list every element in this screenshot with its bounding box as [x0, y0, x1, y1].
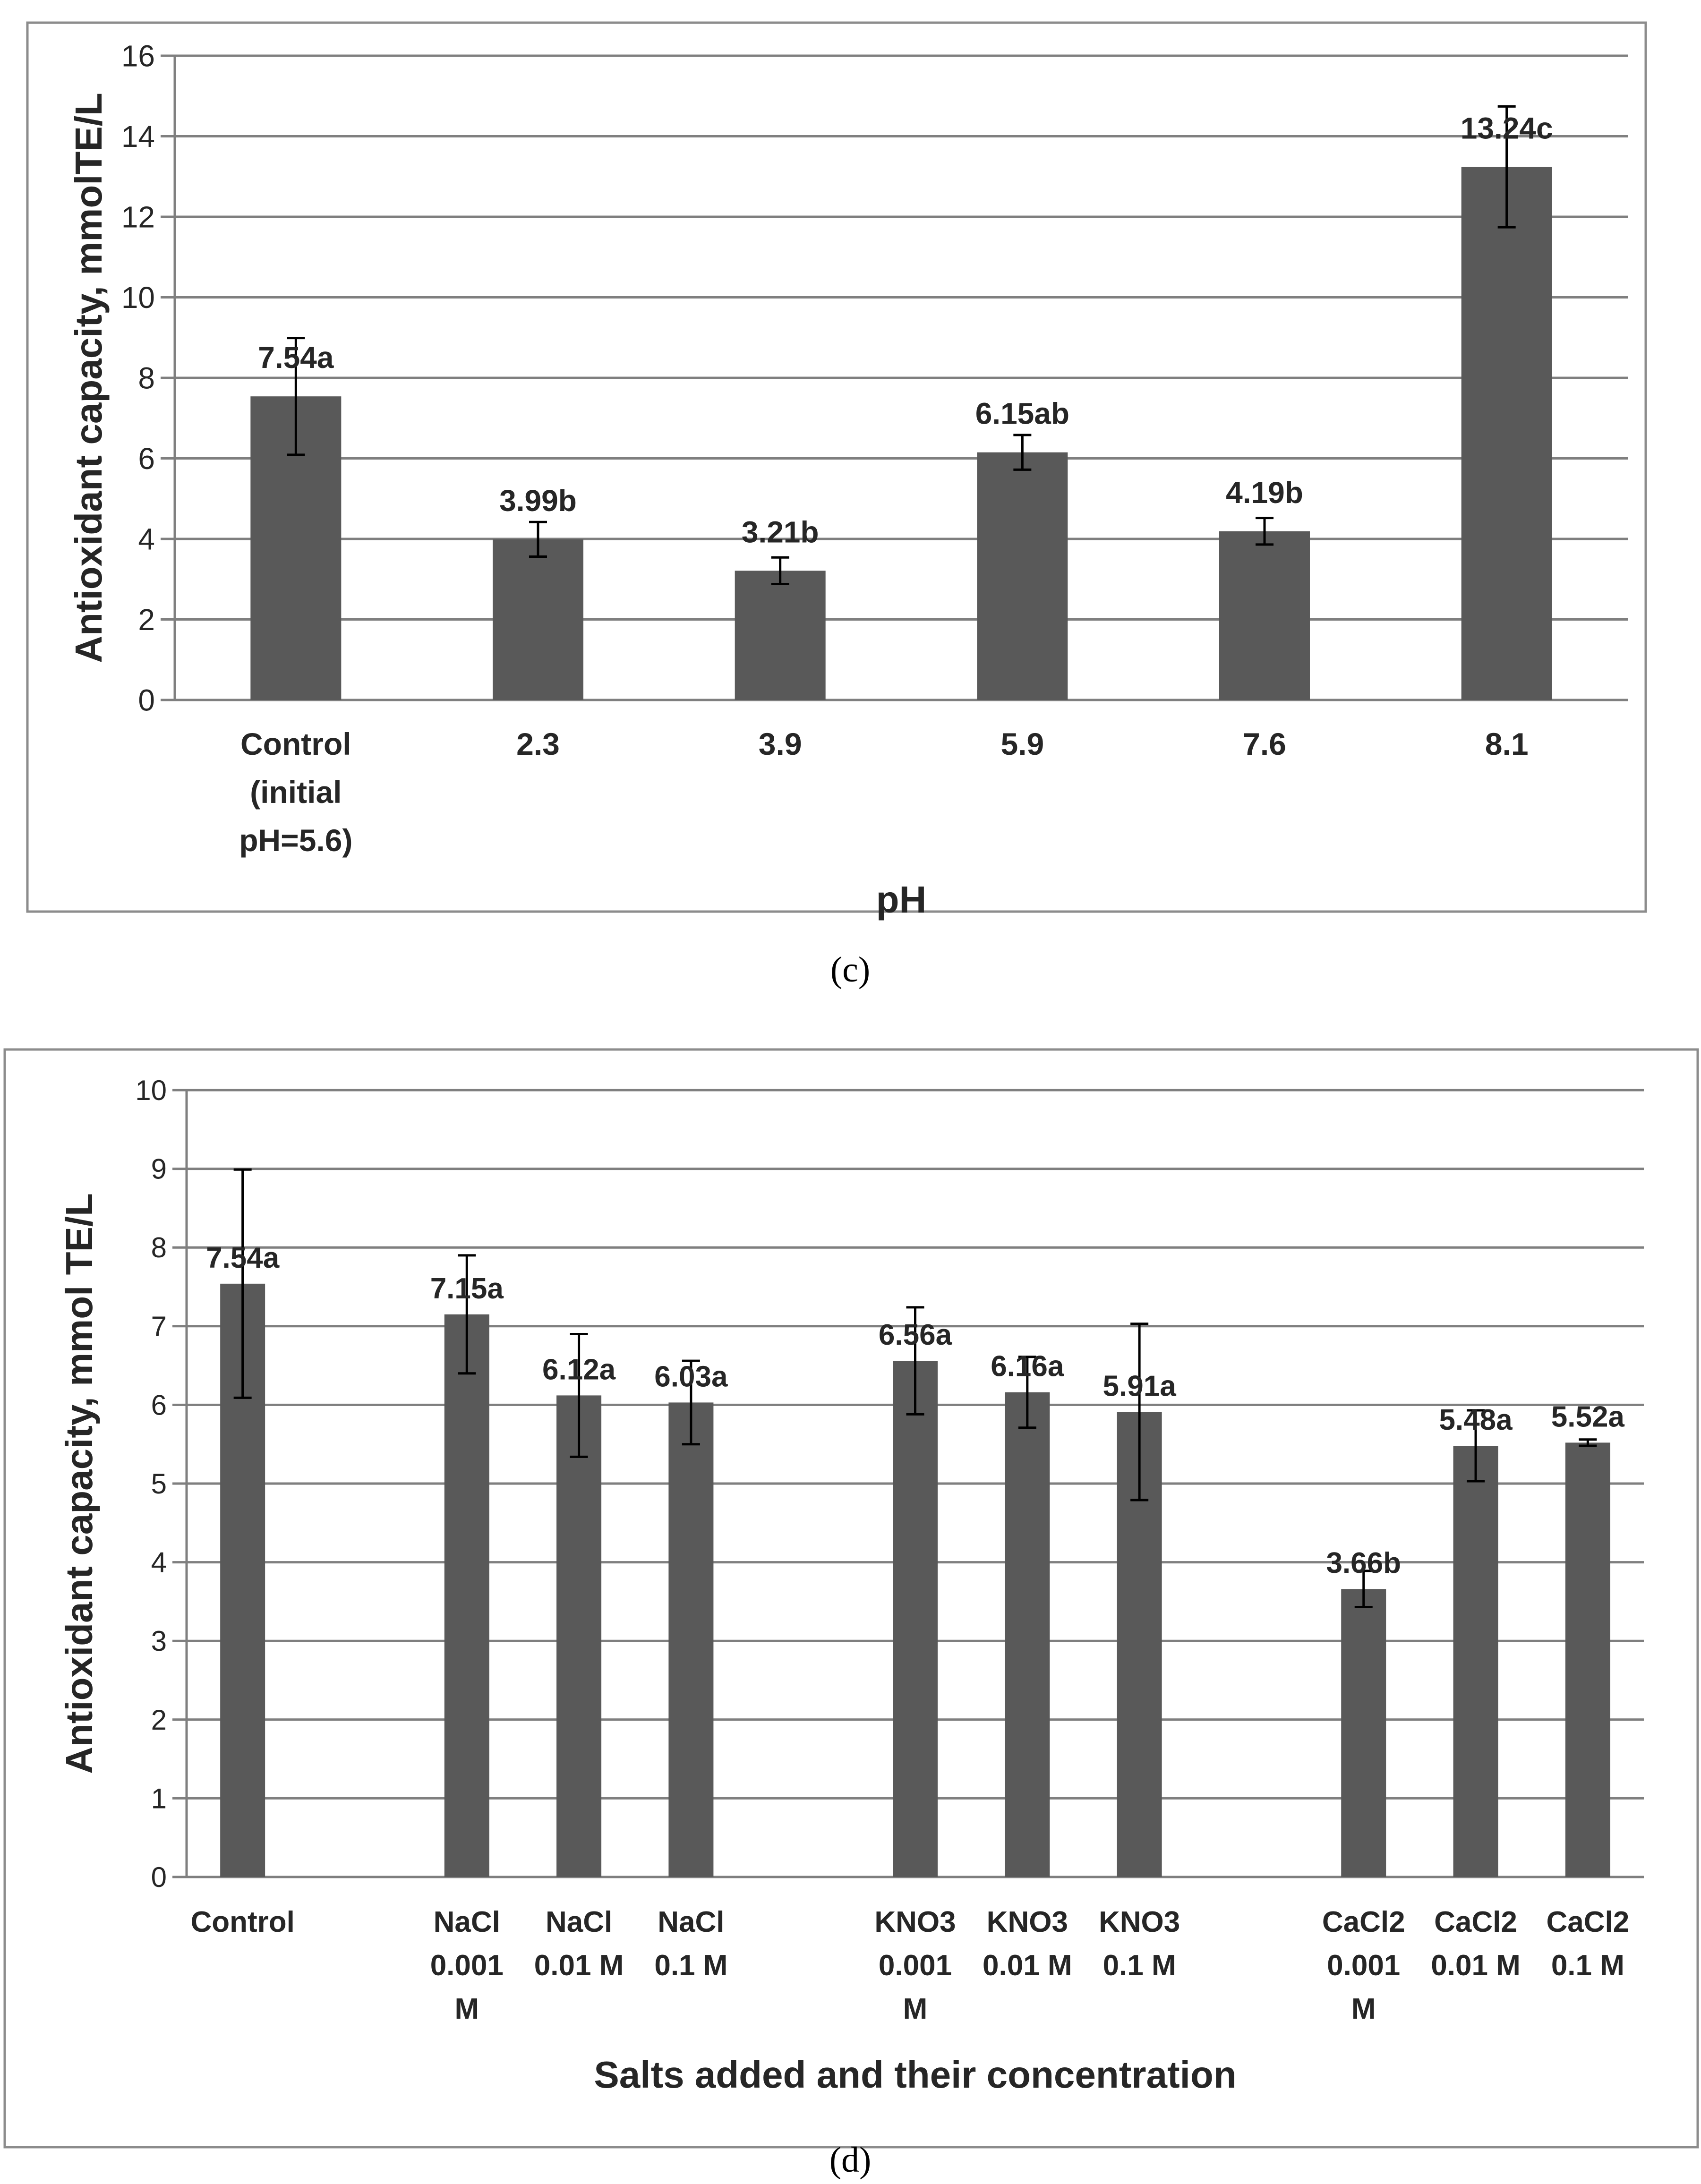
- data-label: 13.24c: [1461, 111, 1553, 145]
- x-category-label: NaCl: [658, 1906, 724, 1938]
- y-tick-label: 8: [138, 361, 155, 395]
- data-label: 5.52a: [1551, 1400, 1625, 1433]
- x-category-label: M: [1351, 1993, 1376, 2025]
- x-category-label: Control: [240, 726, 351, 761]
- bar: [556, 1395, 602, 1877]
- x-category-label: 0.01 M: [534, 1949, 624, 1982]
- y-tick-label: 6: [138, 442, 155, 476]
- bar: [977, 452, 1068, 700]
- x-category-label: KNO3: [987, 1906, 1068, 1938]
- x-category-label: 7.6: [1243, 726, 1286, 761]
- bar: [444, 1314, 489, 1877]
- data-label: 3.66b: [1326, 1547, 1401, 1579]
- y-axis-title: Antioxidant capacity, mmolTE/L: [68, 93, 110, 663]
- x-category-label: 0.001: [430, 1949, 504, 1982]
- data-label: 4.19b: [1226, 476, 1303, 510]
- y-axis-title: Antioxidant capacity, mmol TE/L: [58, 1193, 100, 1774]
- y-tick-label: 1: [151, 1783, 167, 1814]
- y-tick-label: 0: [151, 1861, 167, 1893]
- y-tick-label: 7: [151, 1311, 167, 1342]
- x-category-label: 5.9: [1000, 726, 1044, 761]
- y-tick-label: 2: [151, 1704, 167, 1736]
- bar: [1565, 1442, 1610, 1877]
- x-category-label: 0.1 M: [654, 1949, 727, 1982]
- y-tick-label: 16: [121, 39, 155, 73]
- bar: [1341, 1589, 1386, 1877]
- x-category-label: KNO3: [1099, 1906, 1180, 1938]
- x-category-label: 0.1 M: [1103, 1949, 1176, 1982]
- x-category-label: pH=5.6): [239, 823, 352, 858]
- data-label: 3.99b: [499, 484, 577, 518]
- panel-label: (d): [829, 2140, 872, 2180]
- bar: [493, 539, 583, 700]
- data-label: 6.16a: [991, 1350, 1064, 1383]
- x-axis-title: pH: [876, 879, 927, 921]
- data-label: 5.48a: [1439, 1404, 1513, 1436]
- data-label: 6.03a: [654, 1360, 728, 1393]
- y-tick-label: 2: [138, 603, 155, 637]
- data-label: 6.15ab: [975, 397, 1069, 431]
- bar: [668, 1402, 714, 1877]
- y-tick-label: 8: [151, 1232, 167, 1263]
- y-tick-label: 6: [151, 1389, 167, 1421]
- x-category-label: 0.1 M: [1551, 1949, 1624, 1982]
- x-category-label: 0.01 M: [983, 1949, 1072, 1982]
- x-category-label: 3.9: [759, 726, 802, 761]
- data-label: 5.91a: [1103, 1370, 1177, 1402]
- data-label: 3.21b: [742, 515, 819, 549]
- data-label: 7.54a: [206, 1242, 280, 1274]
- y-tick-label: 14: [121, 119, 155, 154]
- x-category-label: 0.01 M: [1431, 1949, 1521, 1982]
- bar: [1461, 167, 1552, 700]
- x-category-label: NaCl: [546, 1906, 612, 1938]
- x-category-label: M: [903, 1993, 928, 2025]
- x-category-label: 0.001: [879, 1949, 952, 1982]
- y-tick-label: 10: [121, 281, 155, 315]
- x-category-label: NaCl: [434, 1906, 500, 1938]
- y-tick-label: 3: [151, 1625, 167, 1657]
- x-category-label: 8.1: [1485, 726, 1529, 761]
- x-category-label: CaCl2: [1322, 1906, 1405, 1938]
- y-tick-label: 12: [121, 200, 155, 234]
- panel-d-chart: 0 1 2 3 4 5 6 7 8 9 10 7.54a Control 7.15a NaCl 0.001 M 6…: [3, 1048, 1699, 2180]
- data-label: 6.12a: [542, 1353, 616, 1386]
- x-category-label: CaCl2: [1434, 1906, 1517, 1938]
- y-tick-label: 5: [151, 1468, 167, 1500]
- bar: [893, 1361, 938, 1877]
- x-category-label: 2.3: [516, 726, 560, 761]
- x-axis-title: Salts added and their concentration: [594, 2054, 1236, 2096]
- y-tick-label: 4: [138, 522, 155, 556]
- chart-frame: [3, 1048, 1699, 2149]
- bar: [1005, 1392, 1050, 1877]
- x-category-label: M: [454, 1993, 479, 2025]
- x-category-label: CaCl2: [1546, 1906, 1629, 1938]
- data-label: 7.54a: [258, 341, 334, 375]
- y-tick-label: 9: [151, 1153, 167, 1185]
- x-category-label: Control: [190, 1906, 294, 1938]
- y-tick-label: 10: [135, 1075, 167, 1106]
- x-category-label: KNO3: [874, 1906, 956, 1938]
- x-category-label: (initial: [250, 775, 342, 810]
- y-tick-label: 0: [138, 683, 155, 717]
- panel-c-chart: 0 2 4 6 8 10 12 14 16 7.54a Control (initial pH=5.6)…: [26, 21, 1647, 990]
- panel-label: (c): [830, 950, 870, 990]
- data-label: 7.15a: [430, 1272, 504, 1305]
- bar: [1453, 1446, 1498, 1877]
- bar: [1219, 531, 1310, 700]
- bar: [735, 571, 826, 700]
- data-label: 6.56a: [879, 1319, 952, 1351]
- x-category-label: 0.001: [1327, 1949, 1400, 1982]
- y-tick-label: 4: [151, 1547, 167, 1578]
